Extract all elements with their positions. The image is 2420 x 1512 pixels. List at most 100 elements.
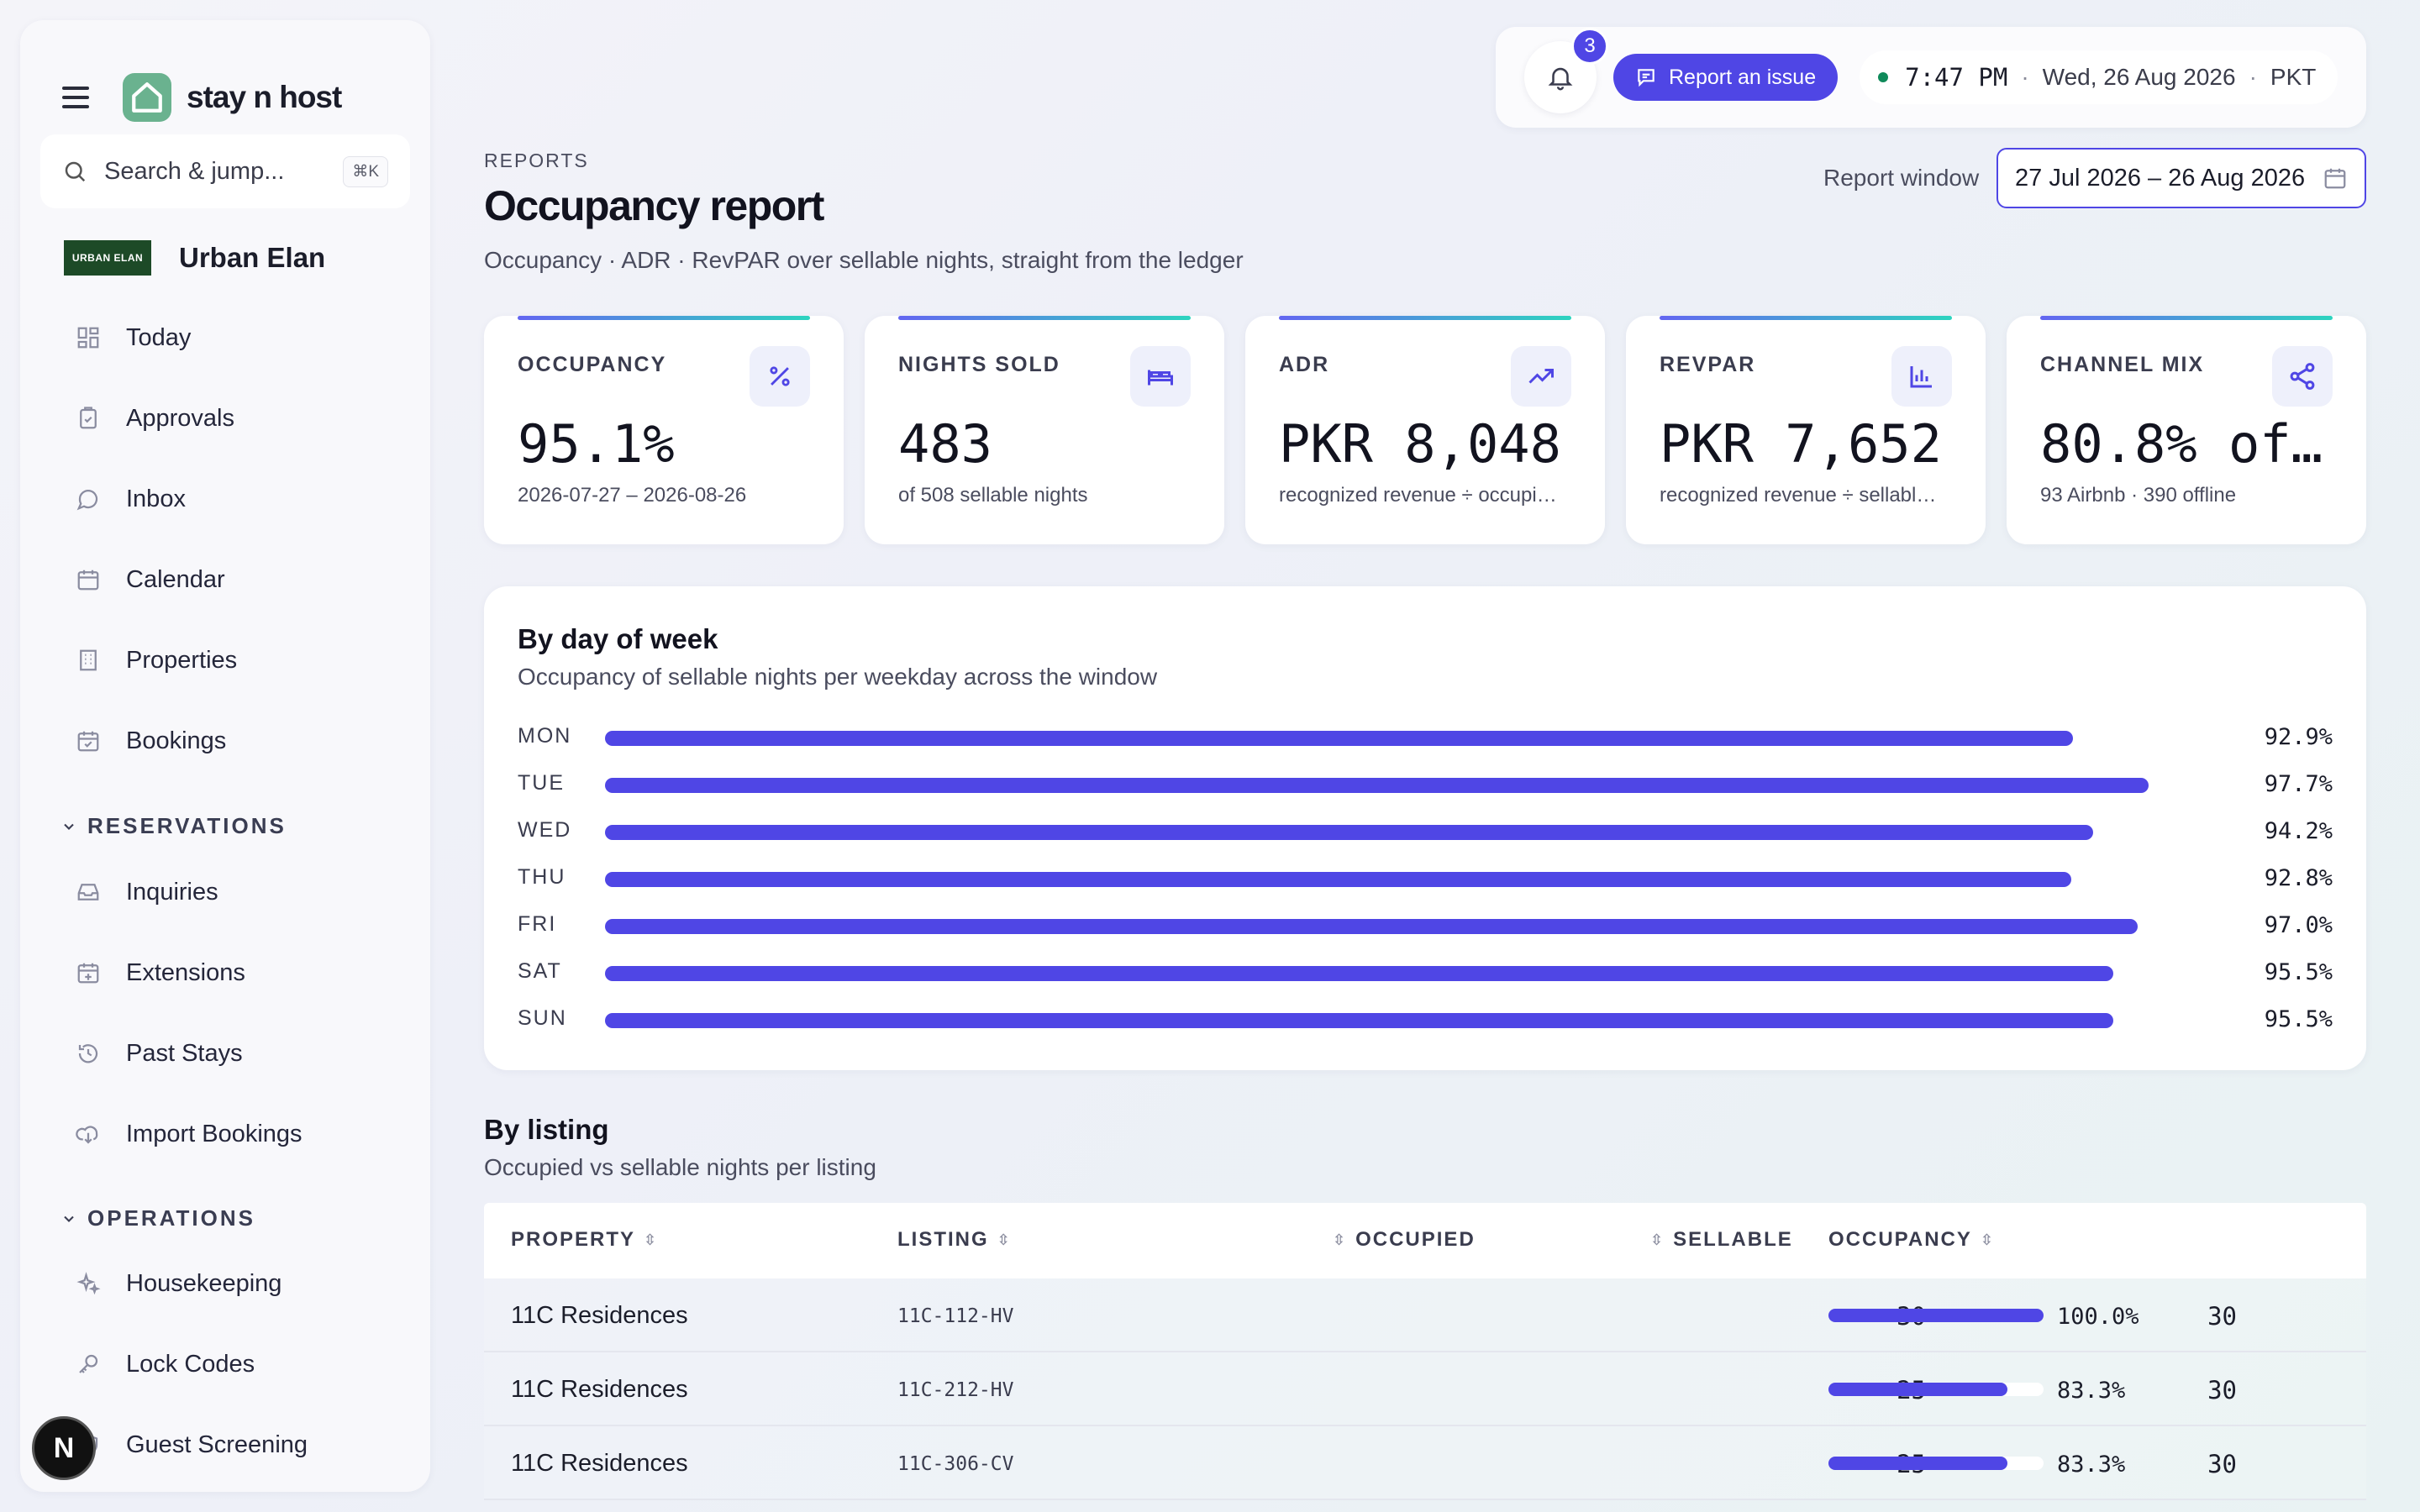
key-icon bbox=[79, 1354, 98, 1373]
table-row[interactable]: 11C Residences 11C-112-HV 30 30 100.0% bbox=[484, 1278, 2366, 1352]
cell-sellable: 30 bbox=[2207, 1450, 2237, 1478]
column-header-listing[interactable]: LISTING ⇳ bbox=[897, 1228, 1020, 1252]
cell-occupancy: 100.0% bbox=[2057, 1304, 2139, 1330]
building-icon bbox=[80, 649, 97, 671]
card-accent-stripe bbox=[2040, 316, 2333, 320]
occupancy-bar bbox=[1828, 1383, 2044, 1396]
kpi-card-nights-sold: NIGHTS SOLD 483 of 508 sellable nights bbox=[865, 316, 1224, 544]
sidebar-item-bookings[interactable]: Bookings bbox=[76, 717, 226, 764]
kpi-value: 95.1% bbox=[518, 413, 675, 475]
clock-timezone: PKT bbox=[2270, 64, 2317, 90]
dow-row: THU 92.8% bbox=[518, 860, 2333, 894]
dow-row: MON 92.9% bbox=[518, 719, 2333, 753]
sidebar-item-past-stays[interactable]: Past Stays bbox=[76, 1030, 243, 1077]
day-occupancy-value: 94.2% bbox=[2264, 818, 2333, 844]
sidebar-item-import-bookings[interactable]: Import Bookings bbox=[76, 1110, 302, 1158]
column-header-property[interactable]: PROPERTY ⇳ bbox=[511, 1228, 666, 1252]
kpi-label: OCCUPANCY bbox=[518, 353, 667, 376]
separator-dot: · bbox=[2021, 64, 2029, 90]
cell-listing: 11C-306-CV bbox=[897, 1453, 1014, 1475]
sidebar-item-label: Bookings bbox=[126, 727, 227, 754]
kpi-value: PKR 7,652 bbox=[1660, 413, 1942, 475]
column-header-occupied[interactable]: ⇳ OCCUPIED bbox=[1324, 1228, 1476, 1252]
day-label: WED bbox=[518, 818, 572, 842]
report-window-picker[interactable]: 27 Jul 2026 – 26 Aug 2026 bbox=[1996, 148, 2366, 208]
notification-count-badge: 3 bbox=[1571, 28, 1608, 65]
sidebar-item-approvals[interactable]: Approvals bbox=[76, 395, 234, 442]
table-row[interactable]: 11C Residences 11C-212-HV 25 30 83.3% bbox=[484, 1352, 2366, 1426]
column-header-sellable[interactable]: ⇳ SELLABLE bbox=[1642, 1228, 1793, 1252]
chat-bubble-icon bbox=[76, 489, 98, 511]
sidebar-header: stay n host bbox=[62, 54, 342, 141]
kpi-sub: recognized revenue ÷ sellabl… bbox=[1660, 484, 1937, 507]
report-window-value: 27 Jul 2026 – 26 Aug 2026 bbox=[2015, 164, 2306, 192]
day-occupancy-value: 92.9% bbox=[2264, 724, 2333, 750]
tenant-name: Urban Elan bbox=[179, 242, 326, 273]
sidebar-item-extensions[interactable]: Extensions bbox=[76, 949, 245, 996]
dow-row: SUN 95.5% bbox=[518, 1001, 2333, 1035]
search-input[interactable]: Search & jump... ⌘K bbox=[40, 134, 410, 208]
search-shortcut: ⌘K bbox=[343, 155, 388, 187]
cell-occupancy: 83.3% bbox=[2057, 1452, 2126, 1478]
menu-icon[interactable] bbox=[62, 87, 91, 108]
calendar-check-icon bbox=[77, 731, 99, 752]
sidebar-item-guest-screening[interactable]: Guest Screening bbox=[76, 1421, 308, 1468]
day-label: TUE bbox=[518, 771, 565, 795]
kpi-label: CHANNEL MIX bbox=[2040, 353, 2205, 376]
sidebar-item-label: Import Bookings bbox=[126, 1120, 302, 1147]
sidebar-item-label: Inquiries bbox=[126, 878, 218, 906]
sidebar-item-calendar[interactable]: Calendar bbox=[76, 556, 225, 603]
sparkles-icon bbox=[76, 1272, 101, 1295]
kpi-label: ADR bbox=[1279, 353, 1330, 376]
occupancy-bar bbox=[605, 966, 2114, 981]
sidebar-item-label: Guest Screening bbox=[126, 1431, 308, 1458]
table-row[interactable]: 11C Residences 11C-306-CV 25 30 83.3% bbox=[484, 1426, 2366, 1500]
calendar-icon bbox=[2324, 168, 2346, 189]
kpi-sub: 93 Airbnb · 390 offline bbox=[2040, 484, 2237, 507]
day-label: SUN bbox=[518, 1006, 567, 1030]
section-reservations[interactable]: RESERVATIONS bbox=[60, 813, 287, 839]
dev-tools-badge[interactable]: N bbox=[32, 1416, 96, 1480]
occupancy-bar bbox=[1828, 1309, 2044, 1322]
sort-icon: ⇳ bbox=[997, 1231, 1012, 1248]
sidebar-item-inquiries[interactable]: Inquiries bbox=[76, 869, 218, 916]
breadcrumb: REPORTS bbox=[484, 150, 589, 171]
cell-occupancy: 83.3% bbox=[2057, 1378, 2126, 1404]
cloud-download-icon bbox=[76, 1126, 98, 1144]
sidebar-item-label: Extensions bbox=[126, 958, 245, 986]
section-subtitle: Occupied vs sellable nights per listing bbox=[484, 1154, 876, 1180]
tenant-switcher[interactable]: URBAN ELAN Urban Elan bbox=[64, 240, 325, 276]
sidebar-item-label: Properties bbox=[126, 646, 238, 674]
day-label: THU bbox=[518, 865, 566, 889]
sidebar-item-lock-codes[interactable]: Lock Codes bbox=[76, 1341, 255, 1388]
cell-listing: 11C-112-HV bbox=[897, 1305, 1014, 1327]
occupancy-bar bbox=[605, 825, 2093, 840]
sidebar-item-label: Housekeeping bbox=[126, 1269, 282, 1297]
cell-listing: 11C-212-HV bbox=[897, 1379, 1014, 1401]
report-issue-button[interactable]: Report an issue bbox=[1613, 54, 1839, 101]
live-status-dot bbox=[1878, 72, 1889, 82]
table-header: PROPERTY ⇳ LISTING ⇳ ⇳ OCCUPIED ⇳ SELLAB… bbox=[484, 1203, 2366, 1278]
sort-icon: ⇳ bbox=[1980, 1231, 1995, 1248]
day-occupancy-value: 92.8% bbox=[2264, 865, 2333, 891]
sidebar-item-housekeeping[interactable]: Housekeeping bbox=[76, 1260, 281, 1307]
kpi-card-adr: ADR PKR 8,048 recognized revenue ÷ occup… bbox=[1245, 316, 1605, 544]
sidebar-item-today[interactable]: Today bbox=[76, 314, 191, 361]
brand-name[interactable]: stay n host bbox=[187, 80, 342, 114]
dow-row: FRI 97.0% bbox=[518, 907, 2333, 941]
sidebar-item-properties[interactable]: Properties bbox=[76, 637, 237, 684]
occupancy-bar bbox=[605, 731, 2073, 746]
percent-icon bbox=[750, 346, 810, 407]
section-title: By day of week bbox=[518, 623, 718, 654]
column-label: PROPERTY bbox=[511, 1228, 636, 1251]
sidebar-item-label: Inbox bbox=[126, 485, 186, 512]
notifications-button[interactable]: 3 bbox=[1524, 28, 1608, 113]
day-occupancy-value: 97.7% bbox=[2264, 771, 2333, 797]
top-bar: 3 Report an issue 7:47 PM · Wed, 26 Aug … bbox=[1496, 27, 2366, 128]
kpi-sub: of 508 sellable nights bbox=[898, 484, 1088, 507]
section-operations[interactable]: OPERATIONS bbox=[60, 1205, 255, 1231]
column-header-occupancy[interactable]: OCCUPANCY ⇳ bbox=[1828, 1228, 2003, 1252]
dow-row: SAT 95.5% bbox=[518, 954, 2333, 988]
calendar-icon bbox=[77, 570, 99, 591]
sidebar-item-inbox[interactable]: Inbox bbox=[76, 475, 186, 522]
